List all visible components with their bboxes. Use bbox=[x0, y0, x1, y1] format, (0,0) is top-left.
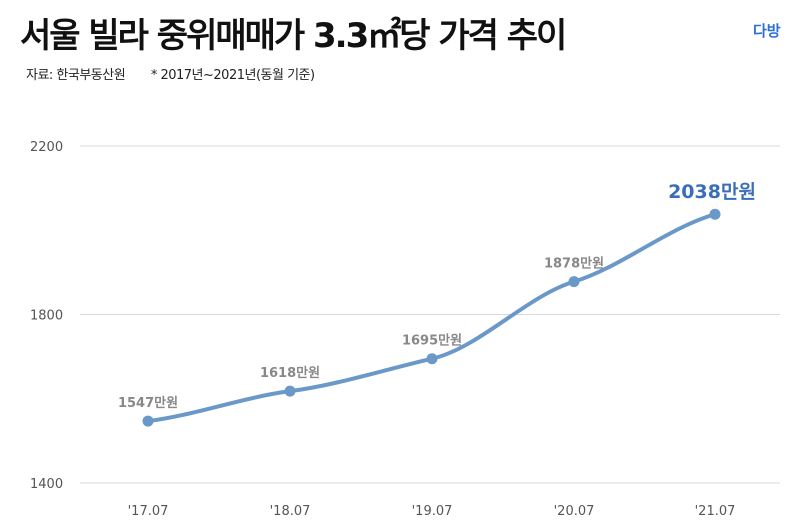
data-point bbox=[568, 276, 580, 288]
source-text: 자료: 한국부동산원 bbox=[26, 68, 126, 83]
x-tick-label: '19.07 bbox=[412, 504, 453, 519]
data-label: 1547만원 bbox=[118, 395, 178, 411]
y-tick-label: 1400 bbox=[30, 477, 63, 492]
data-label: 1878만원 bbox=[544, 256, 604, 272]
x-tick-label: '18.07 bbox=[270, 504, 311, 519]
subtitle: 자료: 한국부동산원 * 2017년~2021년(동월 기준) bbox=[26, 64, 337, 83]
y-tick-label: 2200 bbox=[30, 140, 63, 155]
data-label: 1695만원 bbox=[402, 333, 462, 349]
data-point bbox=[142, 415, 154, 427]
x-tick-label: '21.07 bbox=[695, 504, 736, 519]
data-label: 1618만원 bbox=[260, 365, 320, 381]
series-line bbox=[147, 212, 716, 424]
note-text: * 2017년~2021년(동월 기준) bbox=[150, 68, 315, 83]
data-point bbox=[284, 385, 296, 397]
x-tick-label: '17.07 bbox=[128, 504, 169, 519]
chart-title: 서울 빌라 중위매매가 3.3㎡당 가격 추이 bbox=[20, 16, 567, 56]
x-tick-label: '20.07 bbox=[554, 504, 595, 519]
data-label: 2038만원 bbox=[668, 181, 756, 203]
logo-text: 다방 bbox=[753, 22, 781, 40]
data-point bbox=[426, 353, 438, 365]
data-point bbox=[709, 208, 721, 220]
y-tick-label: 1800 bbox=[30, 309, 63, 324]
